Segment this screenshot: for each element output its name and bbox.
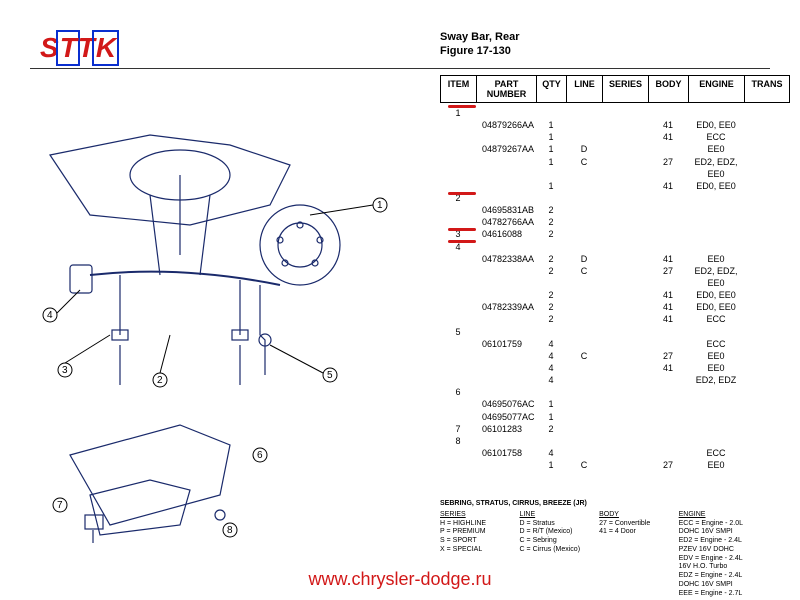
table-row: 4ED2, EDZ xyxy=(440,374,790,386)
svg-text:3: 3 xyxy=(62,365,68,376)
exploded-diagram: 3 2 4 5 1 8 7 6 xyxy=(30,75,430,545)
page-title: Sway Bar, Rear Figure 17-130 xyxy=(440,30,520,59)
svg-text:2: 2 xyxy=(157,375,163,386)
th-series: SERIES xyxy=(603,76,649,102)
legend-title: SEBRING, STRATUS, CIRRUS, BREEZE (JR) xyxy=(440,500,790,509)
highlight-mark xyxy=(448,228,476,231)
table-header-row: ITEM PART NUMBER QTY LINE SERIES BODY EN… xyxy=(440,75,790,103)
table-row: 2C27ED2, EDZ, xyxy=(440,265,790,277)
th-qty: QTY xyxy=(537,76,567,102)
footer-url: www.chrysler-dodge.ru xyxy=(0,569,800,590)
table-row: EE0 xyxy=(440,168,790,180)
table-row: 04879267AA1DEE0 xyxy=(440,143,790,155)
title-line1: Sway Bar, Rear xyxy=(440,30,520,44)
table-row: 04695831AB2 xyxy=(440,204,790,216)
logo-k: K xyxy=(92,30,119,66)
th-part: PART NUMBER xyxy=(477,76,537,102)
highlight-mark xyxy=(448,105,476,108)
table-row: EE0 xyxy=(440,277,790,289)
th-engine: ENGINE xyxy=(689,76,745,102)
table-row: 04695077AC1 xyxy=(440,411,790,423)
th-trans: TRANS xyxy=(745,76,789,102)
highlight-mark xyxy=(448,240,476,243)
table-row: 04782338AA2D41EE0 xyxy=(440,253,790,265)
table-row: 061017584ECC xyxy=(440,447,790,459)
table-row: 4 xyxy=(440,241,790,253)
parts-table: ITEM PART NUMBER QTY LINE SERIES BODY EN… xyxy=(440,75,790,471)
table-row: 04879266AA141ED0, EE0 xyxy=(440,119,790,131)
table-row: 141ED0, EE0 xyxy=(440,180,790,192)
th-line: LINE xyxy=(567,76,603,102)
table-row: 7061012832 xyxy=(440,423,790,435)
logo-t1: T xyxy=(56,30,80,66)
table-body: 104879266AA141ED0, EE0141ECC04879267AA1D… xyxy=(440,107,790,471)
svg-text:6: 6 xyxy=(257,450,263,461)
table-row: 6 xyxy=(440,386,790,398)
table-row: 441EE0 xyxy=(440,362,790,374)
sttk-logo: STTK xyxy=(40,30,117,66)
table-row: 1C27ED2, EDZ, xyxy=(440,156,790,168)
table-row: 061017594ECC xyxy=(440,338,790,350)
table-row: 141ECC xyxy=(440,131,790,143)
svg-text:8: 8 xyxy=(227,525,233,536)
header-divider xyxy=(30,68,770,69)
table-row: 04782766AA2 xyxy=(440,216,790,228)
svg-text:5: 5 xyxy=(327,370,333,381)
highlight-mark xyxy=(448,192,476,195)
table-row: 241ED0, EE0 xyxy=(440,289,790,301)
table-row: 04782339AA241ED0, EE0 xyxy=(440,301,790,313)
title-line2: Figure 17-130 xyxy=(440,44,520,58)
table-row: 3046160882 xyxy=(440,228,790,240)
th-item: ITEM xyxy=(441,76,477,102)
table-row: 8 xyxy=(440,435,790,447)
table-row: 1 xyxy=(440,107,790,119)
table-row: 5 xyxy=(440,326,790,338)
table-row: 2 xyxy=(440,192,790,204)
table-row: 241ECC xyxy=(440,313,790,325)
svg-text:1: 1 xyxy=(377,200,383,211)
th-body: BODY xyxy=(649,76,689,102)
table-row: 1C27EE0 xyxy=(440,459,790,471)
svg-text:4: 4 xyxy=(47,310,53,321)
table-row: 4C27EE0 xyxy=(440,350,790,362)
svg-text:7: 7 xyxy=(57,500,63,511)
table-row: 04695076AC1 xyxy=(440,398,790,410)
